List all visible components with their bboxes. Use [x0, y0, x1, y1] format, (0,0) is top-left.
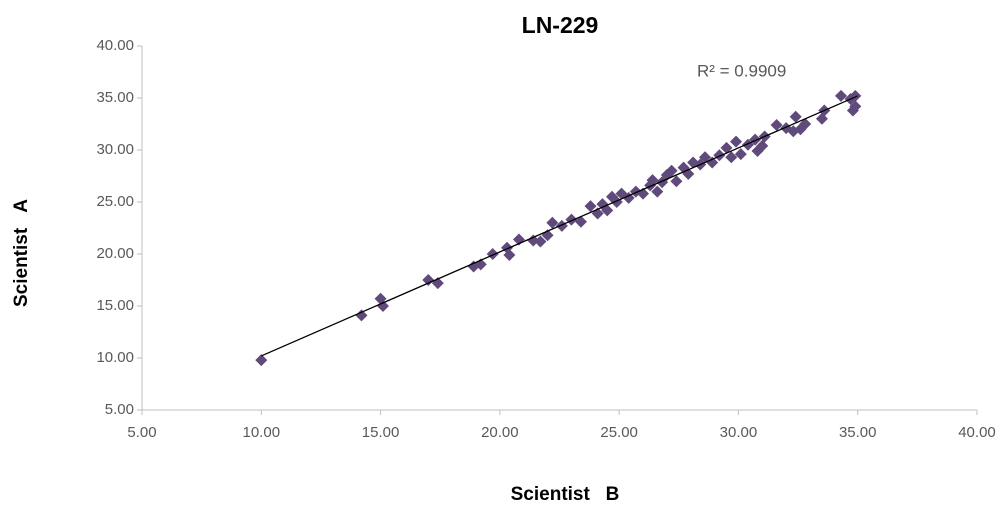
r-squared-label: R² = 0.9909	[697, 61, 786, 80]
data-point	[255, 354, 268, 367]
data-point	[770, 119, 783, 132]
data-point	[720, 141, 733, 154]
data-point	[651, 185, 664, 198]
x-tick-label: 20.00	[481, 424, 519, 441]
data-point	[601, 204, 614, 217]
data-point	[565, 213, 578, 226]
x-tick-label: 25.00	[600, 424, 638, 441]
data-point	[706, 156, 719, 169]
data-point	[725, 151, 738, 164]
data-point	[527, 234, 540, 247]
data-point	[734, 148, 747, 161]
y-tick-label: 20.00	[96, 245, 134, 262]
data-point	[355, 309, 368, 322]
y-tick-label: 25.00	[96, 193, 134, 210]
x-tick-label: 15.00	[362, 424, 400, 441]
data-point	[646, 174, 659, 187]
x-axis-label: Scientist B	[511, 484, 620, 505]
data-point	[849, 100, 862, 113]
data-point	[574, 215, 587, 228]
data-point	[546, 216, 559, 229]
x-tick-label: 35.00	[839, 424, 877, 441]
data-point	[670, 175, 683, 188]
data-point	[534, 235, 547, 248]
data-point	[799, 118, 812, 130]
x-tick-label: 5.00	[127, 424, 156, 441]
data-point	[486, 248, 499, 260]
x-tick-label: 30.00	[720, 424, 758, 441]
data-point	[665, 164, 678, 177]
data-point	[422, 274, 435, 286]
data-point	[789, 110, 802, 123]
y-tick-label: 30.00	[96, 141, 134, 158]
data-point	[730, 135, 743, 148]
y-tick-label: 5.00	[105, 401, 134, 418]
chart-title: LN-229	[522, 12, 599, 38]
data-point	[555, 219, 568, 232]
y-tick-label: 40.00	[96, 37, 134, 54]
y-tick-label: 15.00	[96, 297, 134, 314]
data-point	[376, 300, 389, 312]
trendline	[261, 95, 858, 357]
y-tick-label: 10.00	[96, 349, 134, 366]
y-tick-label: 35.00	[96, 89, 134, 106]
data-point	[756, 139, 769, 152]
x-tick-label: 10.00	[243, 424, 281, 441]
data-point	[713, 149, 726, 162]
y-axis-label: Scientist A	[11, 199, 32, 307]
data-point	[503, 249, 516, 262]
data-point	[584, 200, 597, 213]
data-point	[699, 151, 712, 164]
x-tick-label: 40.00	[958, 424, 996, 441]
data-point	[835, 89, 848, 102]
